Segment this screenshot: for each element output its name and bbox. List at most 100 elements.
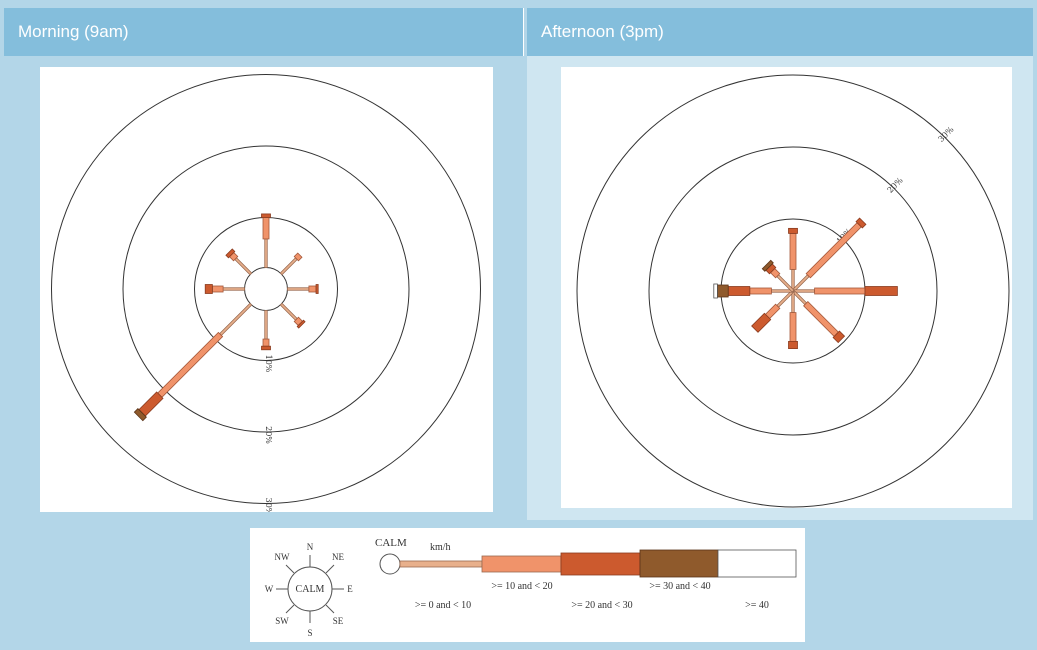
petal-s [788,290,798,350]
bar-n-bin-0 [264,238,268,268]
bar-w-bin-1 [211,285,224,293]
petal-e [287,284,319,294]
ring-1 [648,146,938,436]
legend-bin-0-swatch [399,560,483,568]
bar-e-bin-1 [308,285,317,293]
bar-n-bin-2 [261,213,271,218]
legend-bin-4-label: >= 40 [745,600,769,611]
bar-n-bin-0 [791,268,795,292]
petal-w [204,284,245,294]
bar-e-bin-0 [792,289,816,293]
legend-bin-1-label: >= 10 and < 20 [491,581,552,592]
petal-n [261,213,271,268]
bar-ne-bin-1 [293,252,303,262]
petal-nw [761,259,795,293]
bar-se-bin-2 [832,330,846,344]
legend-compass-w: W [265,584,274,594]
bar-sw-bin-1 [157,331,224,398]
morning-chart-box: 10% 20% 30% [40,67,493,512]
bar-s-bin-0 [791,290,795,314]
afternoon-chart-box: 10%20%30% [561,67,1012,508]
legend-bin-2-label: >= 20 and < 30 [571,600,632,611]
legend-bin-3-swatch [639,549,719,578]
petal-e [792,286,898,296]
bar-w-bin-1 [749,287,772,295]
morning-panel: Morning (9am) 10% 20% 30% [4,8,524,520]
bar-n-bin-1 [789,232,797,270]
bar-s-bin-1 [262,338,270,347]
legend-compass-ne: NE [332,552,344,562]
bar-ne-bin-0 [791,274,810,293]
ring-label-2: 30% [937,125,956,144]
legend-bin-4-swatch [717,549,797,578]
legend-compass-spokes [276,555,344,623]
bar-nw-bin-3 [761,259,774,272]
legend-units: km/h [430,542,451,553]
ring-label-2: 30% [264,498,273,512]
petal-s [261,310,271,351]
legend-bin-1-swatch [481,555,562,573]
bar-ne-bin-1 [805,222,862,279]
bar-e-bin-2 [864,286,898,296]
bar-n-bin-1 [262,217,270,240]
bar-w-bin-0 [770,289,794,293]
legend-graphic: N NE E SE S SW W NW CALM CALM km/h >= 0 … [265,537,797,638]
bar-sw-bin-3 [133,408,147,422]
legend-calm-circle [379,553,401,575]
bar-n-bin-2 [788,227,798,234]
bar-w-bin-0 [222,287,245,291]
bar-sw-bin-0 [776,289,795,308]
afternoon-panel: Afternoon (3pm) 10%20%30% [527,8,1033,520]
petal-se [791,289,846,344]
legend-bin-0-label: >= 0 and < 10 [415,600,471,611]
legend-compass-center: CALM [296,584,325,595]
legend: N NE E SE S SW W NW CALM CALM km/h >= 0 … [250,528,805,642]
afternoon-panel-title: Afternoon (3pm) [527,8,1033,56]
bar-w-bin-3 [716,284,729,298]
legend-bin-2-swatch [560,552,641,576]
ring-1 [122,145,410,433]
legend-compass-se: SE [333,616,344,626]
bar-se-bin-0 [279,302,298,321]
bar-s-bin-1 [789,312,797,342]
petal-ne [279,252,303,276]
ring-label-1: 20% [264,426,273,444]
legend-compass-nw: NW [275,552,290,562]
legend-calm-label: CALM [375,537,407,549]
bar-nw-bin-0 [776,274,795,293]
bar-s-bin-2 [261,345,271,351]
legend-compass-e: E [347,584,353,594]
bar-se-bin-1 [803,301,839,337]
petal-n [788,227,798,292]
bar-sw-bin-2 [138,391,164,417]
legend-compass-sw: SW [275,616,289,626]
legend-bin-3-label: >= 30 and < 40 [649,581,710,592]
bar-ne-bin-2 [855,217,867,229]
bar-sw-bin-0 [219,302,253,336]
bar-s-bin-0 [264,310,268,340]
ring-label-1: 20% [886,176,905,195]
morning-wind-rose: 10% 20% 30% [51,74,481,512]
ring-2 [51,74,481,504]
petal-ne [791,217,867,293]
bar-w-bin-2 [727,286,751,296]
bar-ne-bin-0 [279,257,298,276]
bar-se-bin-2 [296,319,306,329]
petal-w [713,283,794,299]
legend-compass-n: N [307,542,314,552]
ring-label-0: 10% [264,355,273,373]
petal-nw [225,248,253,276]
bar-s-bin-2 [788,341,798,350]
morning-panel-title: Morning (9am) [4,8,524,56]
afternoon-wind-rose: 10%20%30% [576,74,1010,508]
bar-e-bin-2 [315,284,319,294]
bar-nw-bin-2 [225,248,236,259]
bar-w-bin-4 [713,283,718,299]
bar-e-bin-1 [814,287,866,295]
petal-sw [133,302,253,422]
bar-w-bin-2 [204,284,213,294]
ring-2 [576,74,1010,508]
legend-compass-s: S [307,628,312,638]
bar-e-bin-0 [287,287,310,291]
petal-se [279,302,306,329]
